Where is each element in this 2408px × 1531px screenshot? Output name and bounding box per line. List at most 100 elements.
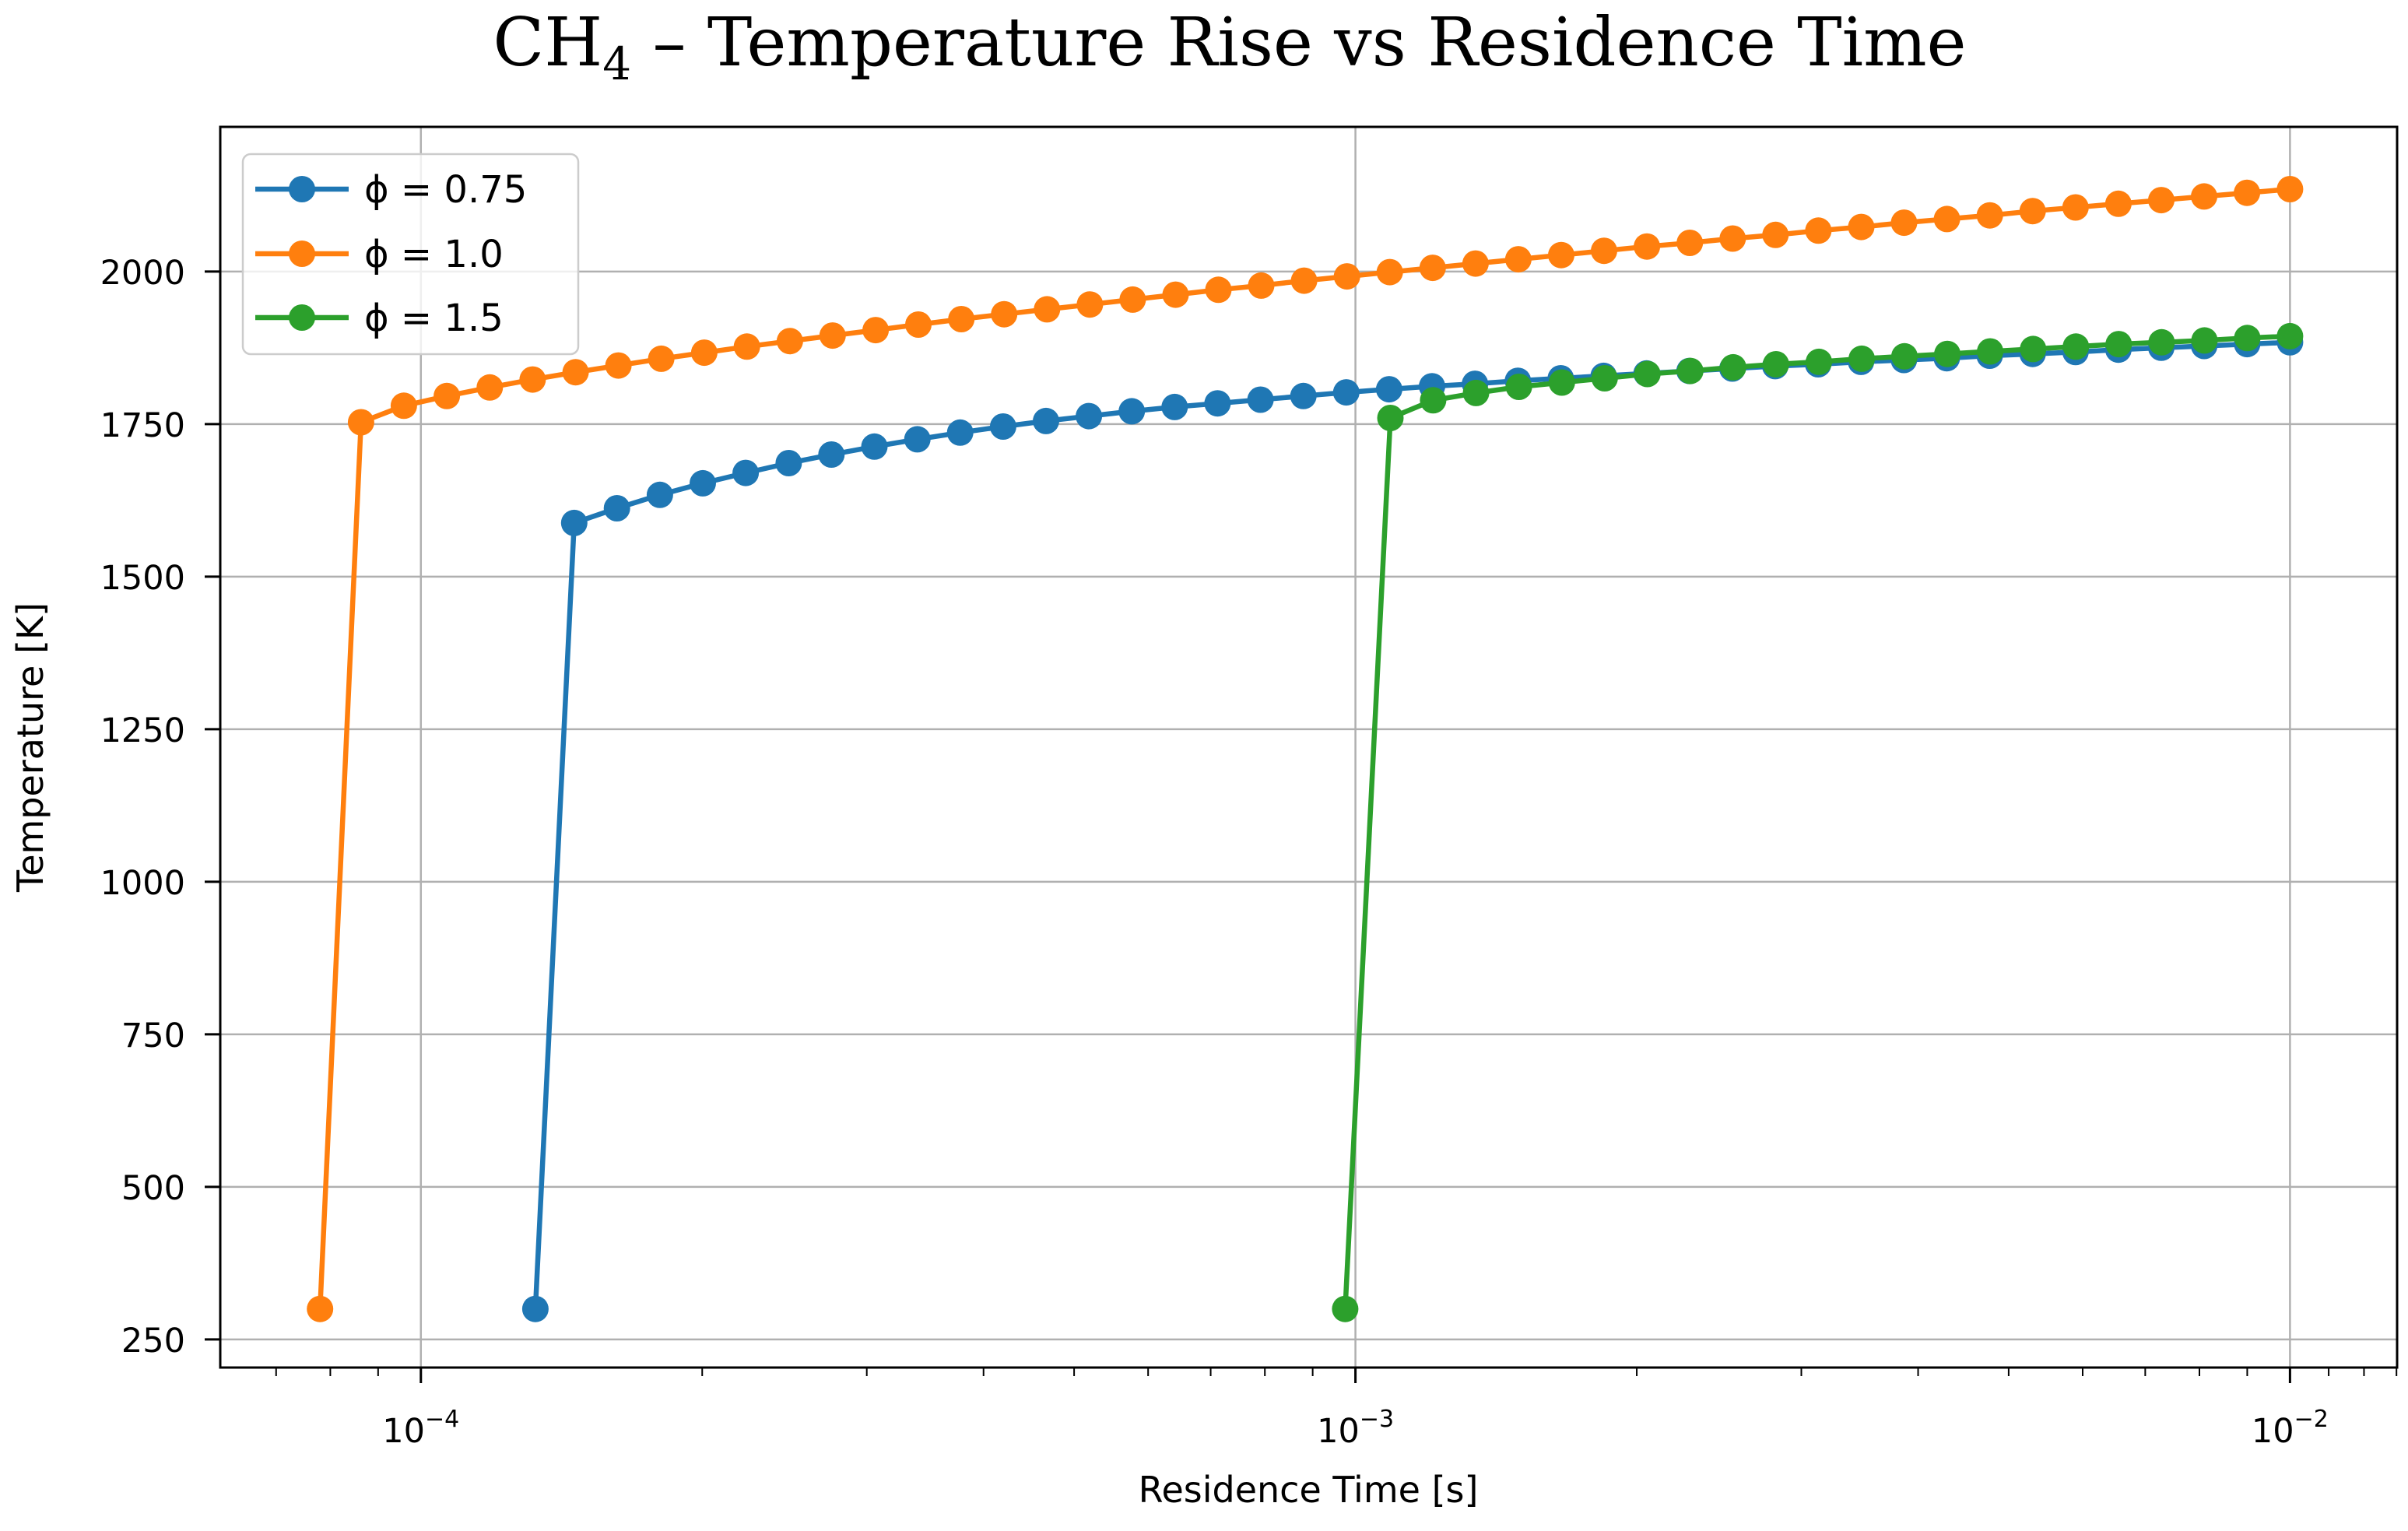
legend-label: ϕ = 1.5 bbox=[364, 297, 504, 340]
data-point-marker bbox=[2234, 179, 2261, 206]
data-point-marker bbox=[991, 300, 1018, 328]
series-line-2 bbox=[1343, 333, 2293, 1312]
legend-box bbox=[241, 153, 580, 356]
data-point-marker bbox=[1806, 348, 1833, 375]
chart-title: CH4 – Temperature Rise vs Residence Time bbox=[493, 4, 1966, 90]
x-tick-label-part: 10 bbox=[382, 1412, 425, 1451]
data-point-marker bbox=[989, 413, 1016, 440]
data-point-marker bbox=[861, 433, 888, 460]
data-point-marker bbox=[603, 495, 630, 521]
data-point-marker bbox=[1762, 351, 1789, 377]
data-point-marker bbox=[1205, 276, 1232, 304]
data-point-marker bbox=[476, 374, 504, 401]
data-point-marker bbox=[2191, 183, 2217, 210]
data-point-marker bbox=[1977, 338, 2004, 365]
y-tick-label: 1250 bbox=[100, 711, 185, 750]
x-tick-label: 10−4 bbox=[382, 1406, 459, 1451]
y-axis-label: Temperature [K] bbox=[9, 602, 51, 893]
data-point-marker bbox=[2019, 198, 2046, 225]
data-point-marker bbox=[1033, 407, 1059, 434]
y-tick-label: 750 bbox=[121, 1017, 185, 1055]
data-point-marker bbox=[1034, 296, 1061, 323]
data-point-marker bbox=[1848, 213, 1875, 241]
data-point-marker bbox=[1934, 340, 1961, 367]
legend-marker-icon bbox=[289, 304, 315, 331]
series-layer bbox=[307, 176, 2304, 1322]
data-point-marker bbox=[646, 481, 673, 508]
legend-marker-icon bbox=[289, 176, 315, 202]
data-point-marker bbox=[1933, 205, 1960, 233]
data-point-marker bbox=[1548, 369, 1575, 396]
data-point-marker bbox=[2105, 331, 2132, 358]
data-point-marker bbox=[1634, 233, 1661, 260]
data-point-marker bbox=[1332, 1295, 1359, 1322]
data-point-marker bbox=[1891, 342, 1918, 370]
data-point-marker bbox=[776, 328, 803, 355]
legend-item: ϕ = 0.75 bbox=[255, 168, 527, 212]
data-point-marker bbox=[690, 469, 716, 497]
data-point-marker bbox=[1890, 209, 1918, 237]
chart-title-prefix: CH bbox=[493, 4, 602, 82]
x-tick-label-part: 10 bbox=[2252, 1412, 2294, 1451]
data-point-marker bbox=[390, 392, 417, 420]
data-point-marker bbox=[605, 352, 632, 379]
data-point-marker bbox=[519, 366, 546, 393]
data-point-marker bbox=[347, 409, 374, 436]
data-point-marker bbox=[1290, 382, 1317, 409]
data-point-marker bbox=[2276, 176, 2304, 202]
data-point-marker bbox=[1719, 353, 1746, 381]
data-point-marker bbox=[1076, 291, 1104, 318]
data-point-marker bbox=[818, 441, 845, 468]
data-point-marker bbox=[2276, 322, 2304, 349]
data-point-marker bbox=[1591, 237, 1617, 265]
data-point-marker bbox=[521, 1295, 549, 1322]
y-tick-label: 500 bbox=[121, 1169, 185, 1208]
legend-marker-icon bbox=[289, 241, 315, 267]
data-point-marker bbox=[1419, 255, 1446, 282]
data-point-marker bbox=[732, 459, 760, 486]
data-point-marker bbox=[1462, 379, 1490, 406]
data-point-marker bbox=[648, 345, 675, 372]
data-point-marker bbox=[1119, 286, 1146, 313]
data-point-marker bbox=[1805, 217, 1832, 244]
data-point-marker bbox=[1548, 241, 1574, 269]
legend-label: ϕ = 0.75 bbox=[364, 168, 527, 212]
data-point-marker bbox=[1376, 258, 1403, 286]
data-point-marker bbox=[690, 339, 718, 367]
data-point-marker bbox=[1248, 272, 1275, 299]
data-point-marker bbox=[1247, 386, 1274, 413]
data-point-marker bbox=[862, 317, 890, 344]
data-point-marker bbox=[562, 359, 589, 386]
data-point-marker bbox=[1375, 376, 1402, 403]
data-point-marker bbox=[1204, 390, 1231, 417]
x-tick-label: 10−3 bbox=[1317, 1406, 1394, 1451]
legend-item: ϕ = 1.0 bbox=[255, 233, 504, 276]
data-point-marker bbox=[1076, 402, 1103, 430]
data-point-marker bbox=[1462, 250, 1489, 277]
data-point-marker bbox=[733, 333, 760, 360]
data-point-marker bbox=[948, 306, 975, 332]
x-tick-label-part: 10 bbox=[1317, 1412, 1360, 1451]
x-tick-label-part: −2 bbox=[2294, 1406, 2329, 1433]
data-point-marker bbox=[905, 311, 932, 338]
y-tick-label: 1750 bbox=[100, 406, 185, 445]
data-point-marker bbox=[1162, 281, 1189, 308]
chart-title-subscript: 4 bbox=[602, 37, 631, 90]
data-point-marker bbox=[560, 509, 588, 536]
data-point-marker bbox=[1504, 246, 1532, 273]
data-point-marker bbox=[1377, 405, 1404, 431]
data-point-marker bbox=[1848, 345, 1876, 372]
data-point-marker bbox=[307, 1295, 334, 1322]
data-point-marker bbox=[1420, 387, 1447, 414]
data-point-marker bbox=[1976, 202, 2003, 229]
y-tick-label: 2000 bbox=[100, 254, 185, 293]
x-axis-label: Residence Time [s] bbox=[1139, 1469, 1479, 1511]
data-point-marker bbox=[1505, 374, 1532, 400]
data-point-marker bbox=[1290, 267, 1318, 294]
data-point-marker bbox=[2234, 325, 2261, 352]
data-point-marker bbox=[1676, 357, 1704, 385]
data-point-marker bbox=[2148, 328, 2175, 356]
data-point-marker bbox=[2104, 190, 2132, 217]
